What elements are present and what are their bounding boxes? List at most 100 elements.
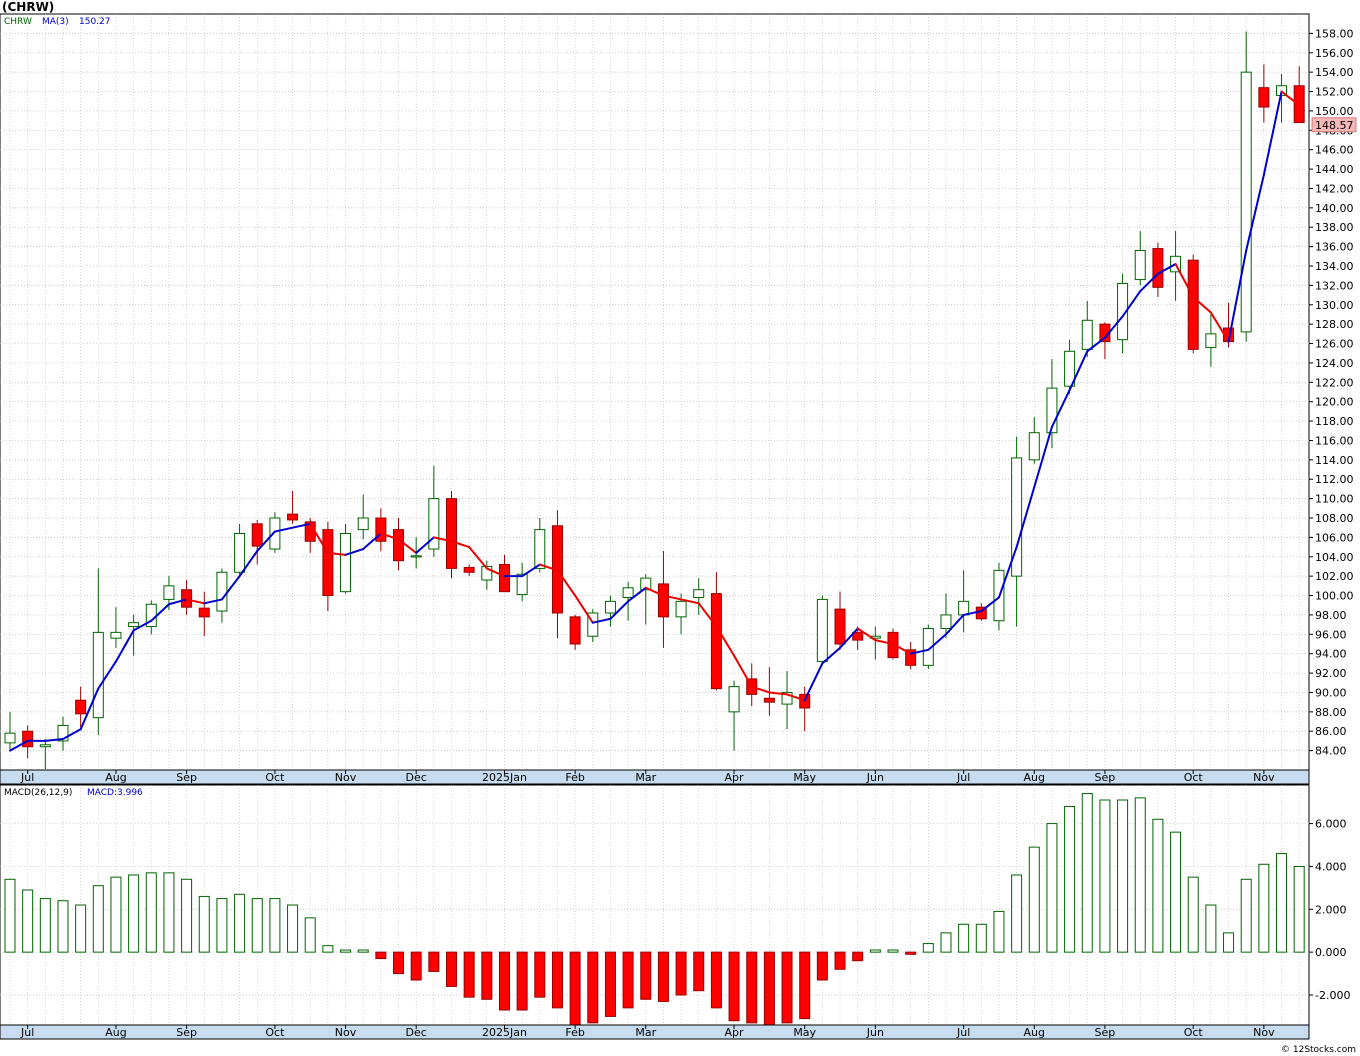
price-y-tick-label: 84.00 [1315, 745, 1347, 758]
candle-body [57, 724, 69, 742]
legend-symbol: CHRW [4, 17, 32, 27]
price-y-tick-label: 96.00 [1315, 628, 1347, 641]
ma-segment [538, 563, 559, 572]
ma-segment [1209, 311, 1230, 343]
macd-bar [498, 951, 510, 1011]
macd-bar [1134, 797, 1146, 953]
macd-x-tick-label: Nov [335, 1026, 357, 1039]
macd-bar [887, 949, 899, 953]
candle-body [534, 529, 546, 569]
ma-segment [44, 737, 64, 742]
macd-x-tick-label: 2025Jan [482, 1026, 527, 1039]
macd-bar [1099, 799, 1111, 953]
macd-bar [1187, 876, 1199, 953]
candle-body [22, 730, 34, 748]
candle-body [1011, 457, 1023, 577]
macd-bar [763, 951, 775, 1026]
price-x-tick-label: Aug [105, 771, 126, 784]
price-x-axis-band [0, 769, 1310, 785]
ma-segment [273, 526, 294, 533]
candle-body [216, 571, 228, 612]
macd-x-tick-label: Aug [105, 1026, 126, 1039]
ma-segment [1192, 296, 1212, 314]
candle-body [657, 583, 669, 618]
price-x-tick-label: Jun [866, 771, 884, 784]
macd-y-tick-label: 2.000 [1315, 903, 1347, 916]
price-y-tick-label: 122.00 [1315, 376, 1354, 389]
macd-bar [234, 893, 246, 953]
macd-x-tick-label: Mar [635, 1026, 656, 1039]
macd-x-tick-label: Jun [866, 1026, 884, 1039]
macd-y-tick-label: -2.000 [1315, 989, 1350, 1002]
candle-body [569, 616, 581, 645]
macd-bar [551, 951, 563, 1009]
price-x-tick-label: Jul [956, 771, 970, 784]
candle-body [622, 587, 634, 598]
macd-bar [1081, 793, 1093, 953]
macd-bar [128, 874, 140, 953]
ma-segment [680, 598, 700, 605]
price-y-tick-label: 136.00 [1315, 241, 1354, 254]
ma-segment [768, 691, 789, 696]
macd-x-axis-band [0, 1024, 1310, 1040]
ma-segment [715, 625, 736, 657]
macd-bar [57, 900, 69, 953]
ma-segment [644, 586, 665, 597]
macd-bar [816, 951, 828, 981]
ma-segment [238, 549, 259, 578]
macd-bar [869, 949, 881, 953]
macd-bar [675, 951, 687, 996]
macd-bar [693, 951, 705, 992]
macd-plot-frame [0, 784, 1310, 1026]
macd-bar [799, 951, 811, 1020]
ma-segment [432, 536, 453, 543]
candle-body [1205, 333, 1217, 348]
ma-segment [114, 629, 135, 663]
ma-segment [1139, 272, 1159, 293]
macd-x-tick-label: Sep [1095, 1026, 1116, 1039]
price-y-tick-label: 120.00 [1315, 396, 1354, 409]
macd-legend-label: MACD(26,12,9) [4, 788, 72, 798]
candle-body [710, 593, 722, 690]
candle-body [781, 691, 793, 705]
macd-bar [39, 898, 51, 953]
ma-segment [856, 627, 877, 642]
ma-segment [1068, 350, 1089, 392]
ma-segment [609, 600, 630, 620]
candle-body [587, 612, 599, 637]
candle-body [446, 498, 457, 569]
price-plot-frame [0, 13, 1310, 771]
ma-segment [997, 546, 1018, 599]
macd-legend-value: MACD:3.996 [87, 788, 143, 798]
ma-segment [697, 602, 718, 628]
price-y-tick-label: 90.00 [1315, 686, 1347, 699]
ma-segment [980, 596, 1000, 613]
price-y-tick-label: 144.00 [1315, 163, 1354, 176]
candle-body [763, 697, 775, 703]
macd-bar [322, 945, 334, 953]
macd-bar [852, 951, 864, 962]
candle-body [728, 686, 740, 713]
price-y-tick-label: 98.00 [1315, 609, 1347, 622]
macd-bar [287, 904, 299, 953]
candle-body [1064, 350, 1076, 387]
price-x-tick-label: Sep [176, 771, 197, 784]
candle-body [958, 600, 970, 616]
ma-segment [591, 617, 612, 624]
macd-bar [657, 951, 669, 1002]
ma-segment [892, 643, 912, 655]
macd-bar [198, 895, 210, 953]
candle-body [1187, 259, 1199, 350]
macd-bar [4, 878, 16, 953]
macd-x-axis: Jul Aug Sep Oct Nov Dec 2025Jan Feb Mar Apr May Jun… [20, 1025, 1275, 1039]
ma-segment [1245, 173, 1265, 252]
macd-bar [940, 932, 952, 953]
candle-body [1134, 249, 1146, 281]
macd-x-tick-label: Feb [565, 1026, 584, 1039]
price-y-tick-label: 104.00 [1315, 551, 1354, 564]
price-x-tick-label: Aug [1024, 771, 1045, 784]
ma-segment [521, 563, 541, 578]
price-y-tick-label: 134.00 [1315, 260, 1354, 273]
price-x-tick-label: Nov [335, 771, 357, 784]
price-grid [0, 14, 1309, 770]
